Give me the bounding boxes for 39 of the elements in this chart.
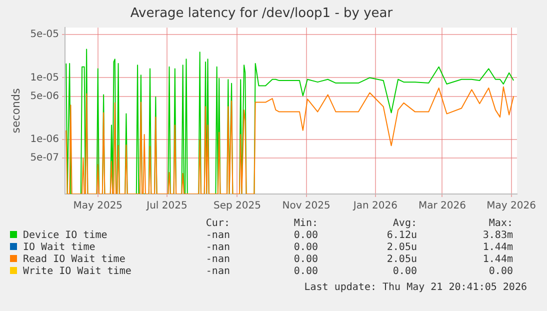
text: 3.83m (482, 230, 513, 242)
y-tick-label: 1e-05 (30, 72, 60, 84)
legend-label: Write IO Wait time (22, 266, 132, 278)
y-tick-label: 5e-06 (30, 90, 60, 102)
text: Last update: Thu May 21 20:41:05 2026 (304, 282, 527, 293)
text: Min: (292, 218, 318, 230)
text: 1.44m (482, 242, 513, 254)
x-tick-label: Sep 2025 (213, 200, 261, 212)
chart-title: Average latency for /dev/loop1 - by year (130, 6, 394, 22)
text: 1.44m (482, 254, 513, 266)
x-tick-label: Mar 2026 (418, 200, 466, 212)
x-tick-label: May 2026 (486, 200, 536, 212)
legend-label: Device IO time (22, 230, 108, 242)
text: -nan (204, 242, 230, 254)
text: Cur: (204, 218, 230, 230)
text: 2.05u (386, 242, 417, 254)
text: 6.12u (386, 230, 417, 242)
x-tick-label: May 2025 (73, 200, 123, 212)
text: 0.00 (392, 266, 417, 278)
text: 0.00 (292, 230, 318, 242)
text: Avg: (392, 218, 417, 230)
x-tick-label: Nov 2025 (282, 200, 330, 212)
y-tick-label: 1e-06 (30, 134, 60, 145)
x-tick-label: Jan 2026 (352, 200, 398, 212)
y-axis-title: seconds (9, 88, 22, 134)
y-tick-label: 5e-07 (30, 152, 60, 164)
text: 0.00 (488, 266, 513, 278)
text: -nan (204, 254, 230, 266)
text: -nan (204, 266, 230, 278)
text: 0.00 (292, 254, 318, 266)
text: Max: (488, 218, 513, 230)
text: 2.05u (386, 254, 417, 266)
legend-label: Read IO Wait time (22, 254, 126, 266)
text: 0.00 (292, 242, 318, 254)
y-tick-label: 5e-05 (30, 29, 60, 40)
x-tick-label: Jul 2025 (146, 200, 188, 212)
legend-label: IO Wait time (22, 242, 96, 254)
text: -nan (204, 230, 230, 242)
text: 0.00 (292, 266, 318, 278)
